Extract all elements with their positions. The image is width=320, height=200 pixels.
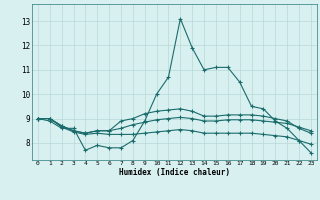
X-axis label: Humidex (Indice chaleur): Humidex (Indice chaleur) [119, 168, 230, 177]
